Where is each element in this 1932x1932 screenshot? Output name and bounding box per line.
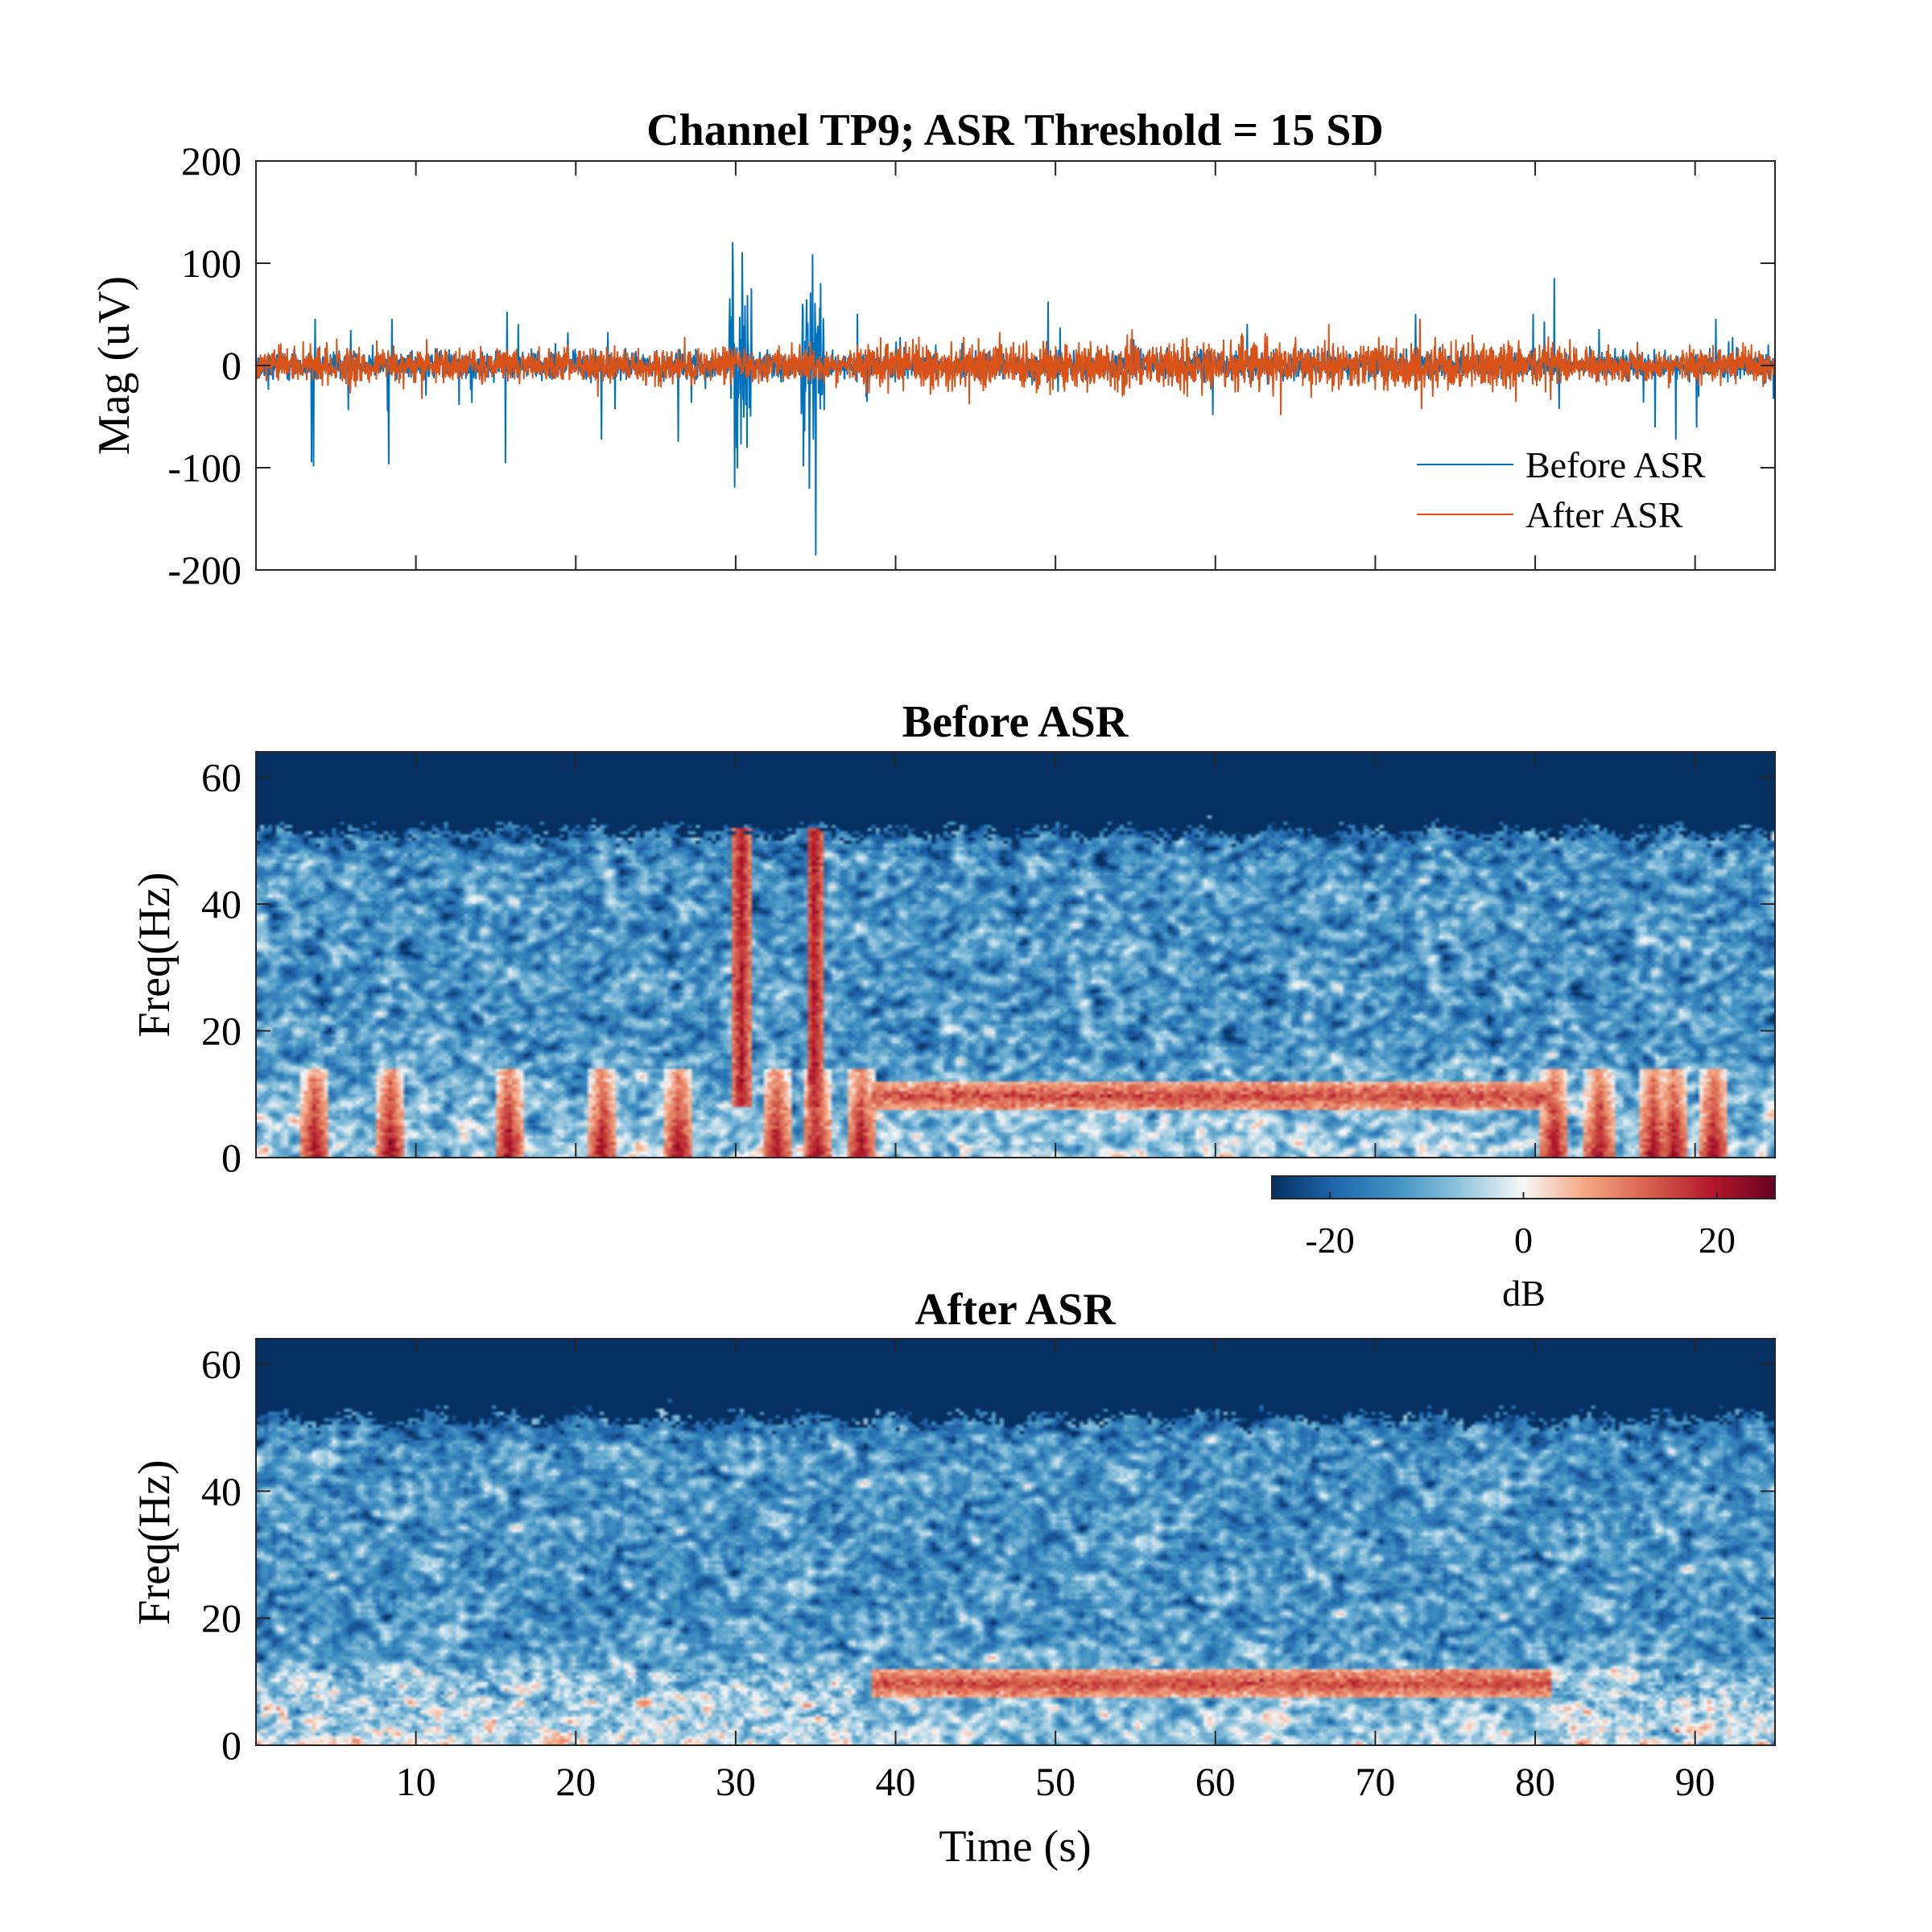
x-tick-label: 50 <box>1035 1759 1075 1804</box>
legend: Before ASR After ASR <box>1417 444 1706 535</box>
x-tick-label: 20 <box>555 1759 596 1804</box>
x-tick-label: 80 <box>1515 1759 1555 1804</box>
y-tick-label: -100 <box>167 445 242 490</box>
colorbar: -20 0 20 dB <box>1271 1175 1776 1314</box>
x-tick-label: 10 <box>396 1759 436 1804</box>
timeseries-lines <box>256 242 1775 555</box>
timeseries-ylabel: Mag (uV) <box>89 276 139 455</box>
spectrogram-after-ticks: 10 20 30 40 50 60 70 80 90 0 20 40 60 <box>201 1339 1775 1804</box>
y-tick-label: 40 <box>201 1468 242 1513</box>
x-tick-label: 60 <box>1195 1759 1236 1804</box>
timeseries-ticks: -200 -100 0 100 200 <box>167 138 1775 592</box>
after-asr-line <box>256 318 1775 415</box>
x-tick-label: 30 <box>716 1759 756 1804</box>
spectrogram-before-image <box>256 752 1775 1158</box>
y-tick-label: -200 <box>167 547 242 592</box>
legend-label-before-asr: Before ASR <box>1525 444 1706 485</box>
y-tick-label: 0 <box>221 1723 242 1768</box>
y-tick-label: 0 <box>221 343 242 388</box>
timeseries-panel: Channel TP9; ASR Threshold = 15 SD -200-… <box>89 105 1776 592</box>
y-tick-label: 0 <box>221 1135 242 1180</box>
spectrogram-before-panel: Before ASR 0 20 40 60 Freq(Hz) <box>130 697 1776 1180</box>
colorbar-tick-label: 20 <box>1699 1220 1736 1261</box>
spectrogram-before-title: Before ASR <box>902 697 1129 747</box>
y-tick-label: 60 <box>201 1342 242 1387</box>
x-tick-label: 90 <box>1675 1759 1715 1804</box>
spectrogram-after-ylabel: Freq(Hz) <box>130 1459 180 1624</box>
colorbar-label: dB <box>1502 1273 1546 1314</box>
spectrogram-before-ylabel: Freq(Hz) <box>130 872 180 1037</box>
legend-label-after-asr: After ASR <box>1525 494 1683 535</box>
y-tick-label: 200 <box>181 138 242 184</box>
y-tick-label: 40 <box>201 881 242 927</box>
y-tick-label: 20 <box>201 1009 242 1054</box>
spectrogram-after-axes-box <box>255 1338 1776 1746</box>
spectrogram-before-ticks: 0 20 40 60 <box>201 752 1775 1180</box>
spectrogram-after-image <box>256 1339 1775 1745</box>
x-tick-label: 70 <box>1355 1759 1395 1804</box>
y-tick-label: 20 <box>201 1596 242 1641</box>
spectrogram-after-title: After ASR <box>914 1285 1116 1335</box>
y-tick-label: 100 <box>181 241 242 286</box>
spectrogram-before-axes-box <box>255 751 1776 1158</box>
x-tick-label: 40 <box>876 1759 916 1804</box>
spectrogram-after-xlabel: Time (s) <box>939 1822 1091 1872</box>
colorbar-tick-label: -20 <box>1305 1220 1354 1261</box>
y-tick-label: 60 <box>201 755 242 800</box>
timeseries-axes-box <box>255 160 1776 571</box>
timeseries-title: Channel TP9; ASR Threshold = 15 SD <box>646 105 1384 155</box>
colorbar-ticks: -20 0 20 <box>1305 1192 1736 1261</box>
spectrogram-after-panel: After ASR 10 20 30 40 50 60 70 80 90 0 20 40 60 Freq… <box>130 1285 1776 1872</box>
colorbar-tick-label: 0 <box>1514 1220 1533 1261</box>
